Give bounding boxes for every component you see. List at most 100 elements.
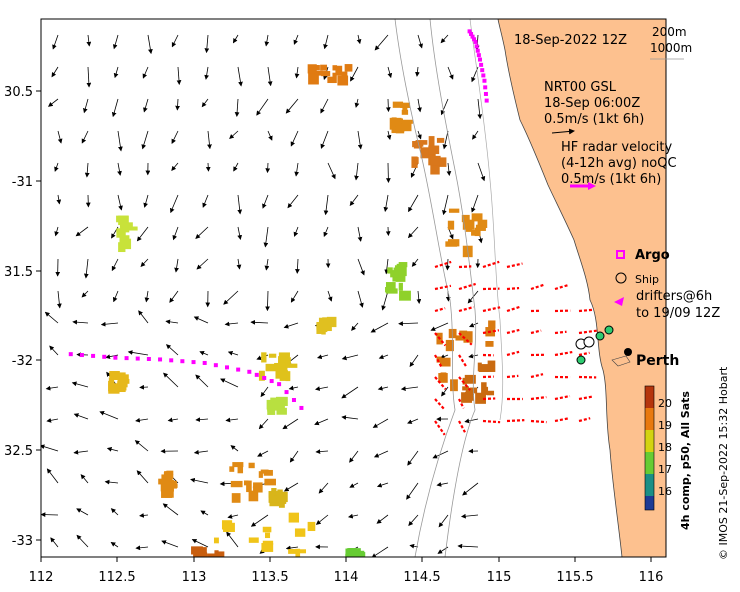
- argo-point: [482, 78, 487, 83]
- current-arrow: [407, 226, 419, 239]
- current-arrow: [264, 34, 270, 47]
- sst-pixel: [450, 379, 458, 392]
- current-arrow: [195, 374, 209, 388]
- sst-pixel: [295, 548, 301, 557]
- sst-pixel: [445, 339, 454, 352]
- x-tick-label: 113: [182, 570, 207, 585]
- hf-arrow: [458, 354, 468, 369]
- current-arrow: [349, 450, 359, 463]
- sst-pixel: [118, 242, 126, 253]
- sst-pixel: [448, 328, 457, 339]
- sst-pixel: [117, 374, 129, 380]
- current-arrow: [315, 514, 329, 525]
- current-arrow: [411, 258, 419, 267]
- sst-pixel: [488, 320, 496, 329]
- current-arrow: [52, 34, 59, 50]
- sst-pixel: [430, 155, 441, 166]
- sst-pixel: [275, 368, 287, 379]
- current-arrow: [106, 447, 119, 452]
- current-arrow: [207, 130, 212, 150]
- hf-arrow: [434, 354, 443, 368]
- sst-pixel: [448, 208, 460, 213]
- current-arrow: [357, 290, 364, 308]
- current-arrow: [201, 98, 209, 108]
- argo-point: [254, 372, 259, 377]
- depth-label-200m: 200m: [652, 25, 687, 39]
- current-arrow: [161, 540, 179, 548]
- current-arrow: [44, 311, 59, 324]
- sst-pixel: [280, 356, 286, 366]
- current-arrow: [113, 66, 119, 79]
- colorbar-tick: 16: [658, 485, 672, 498]
- current-arrow: [172, 226, 179, 241]
- drifters-legend-line1: drifters@6h: [636, 289, 712, 304]
- current-arrow: [386, 130, 392, 141]
- sst-pixel: [278, 497, 285, 508]
- x-tick-label: 114.5: [403, 570, 440, 585]
- contour-200m: [429, 19, 477, 557]
- current-arrow: [260, 386, 269, 398]
- sst-pixel: [248, 462, 255, 469]
- current-arrow: [73, 413, 89, 420]
- sst-pixel: [314, 64, 320, 71]
- current-arrow: [84, 162, 90, 178]
- current-arrow: [377, 385, 389, 391]
- sst-pixel: [161, 486, 173, 498]
- colorbar-tick: 17: [658, 463, 672, 476]
- current-arrow: [371, 546, 389, 557]
- argo-tracks: [68, 29, 489, 410]
- sst-pixel: [280, 357, 291, 368]
- current-arrow: [48, 98, 59, 107]
- current-arrow: [237, 194, 243, 215]
- current-arrow: [320, 130, 329, 149]
- drifters-legend-line2: to 19/09 12Z: [636, 306, 720, 321]
- current-arrow: [75, 226, 89, 237]
- sst-pixel: [478, 364, 489, 373]
- argo-legend-icon: [616, 250, 625, 259]
- current-arrow: [354, 98, 360, 108]
- hf-arrow: [458, 282, 476, 291]
- sst-pixel: [116, 215, 128, 223]
- current-arrow: [327, 162, 336, 180]
- current-arrow: [110, 508, 119, 516]
- current-arrow: [226, 531, 239, 548]
- current-arrow: [349, 194, 359, 207]
- current-arrow: [117, 162, 122, 176]
- colorbar-tick: 19: [658, 419, 672, 432]
- ship-legend-label: Ship: [635, 273, 659, 286]
- current-arrow: [318, 482, 329, 494]
- sst-pixel: [271, 488, 277, 494]
- sst-pixel: [261, 352, 267, 363]
- current-arrow: [398, 321, 419, 326]
- hf-arrow: [434, 284, 452, 291]
- sst-pixel: [440, 372, 447, 380]
- current-arrow: [127, 350, 149, 356]
- sst-pixel: [213, 537, 219, 544]
- current-arrow: [407, 418, 419, 424]
- ship-legend-icon: [615, 272, 627, 284]
- current-arrow: [354, 162, 359, 181]
- argo-point: [481, 73, 486, 78]
- hf-arrow: [434, 398, 445, 410]
- current-arrow: [250, 319, 269, 325]
- sst-pixel: [275, 491, 286, 499]
- sst-pixel: [258, 471, 263, 478]
- current-arrow: [341, 415, 359, 420]
- current-arrow: [445, 258, 451, 271]
- sst-pixel: [262, 540, 274, 545]
- hf-arrow: [554, 330, 567, 335]
- current-arrow: [143, 98, 149, 113]
- current-arrow: [289, 450, 299, 463]
- current-arrow: [341, 386, 359, 399]
- current-arrow: [171, 130, 179, 144]
- hf-arrow: [530, 329, 542, 335]
- land-mass: [497, 19, 666, 557]
- current-arrow: [357, 226, 363, 242]
- current-arrow: [72, 319, 89, 325]
- current-arrow: [348, 513, 359, 519]
- model-scale-arrow: [551, 128, 575, 135]
- argo-point: [467, 29, 472, 34]
- x-tick-label: 113.5: [251, 570, 288, 585]
- sst-pixel: [399, 290, 411, 301]
- hf-arrow: [434, 307, 446, 313]
